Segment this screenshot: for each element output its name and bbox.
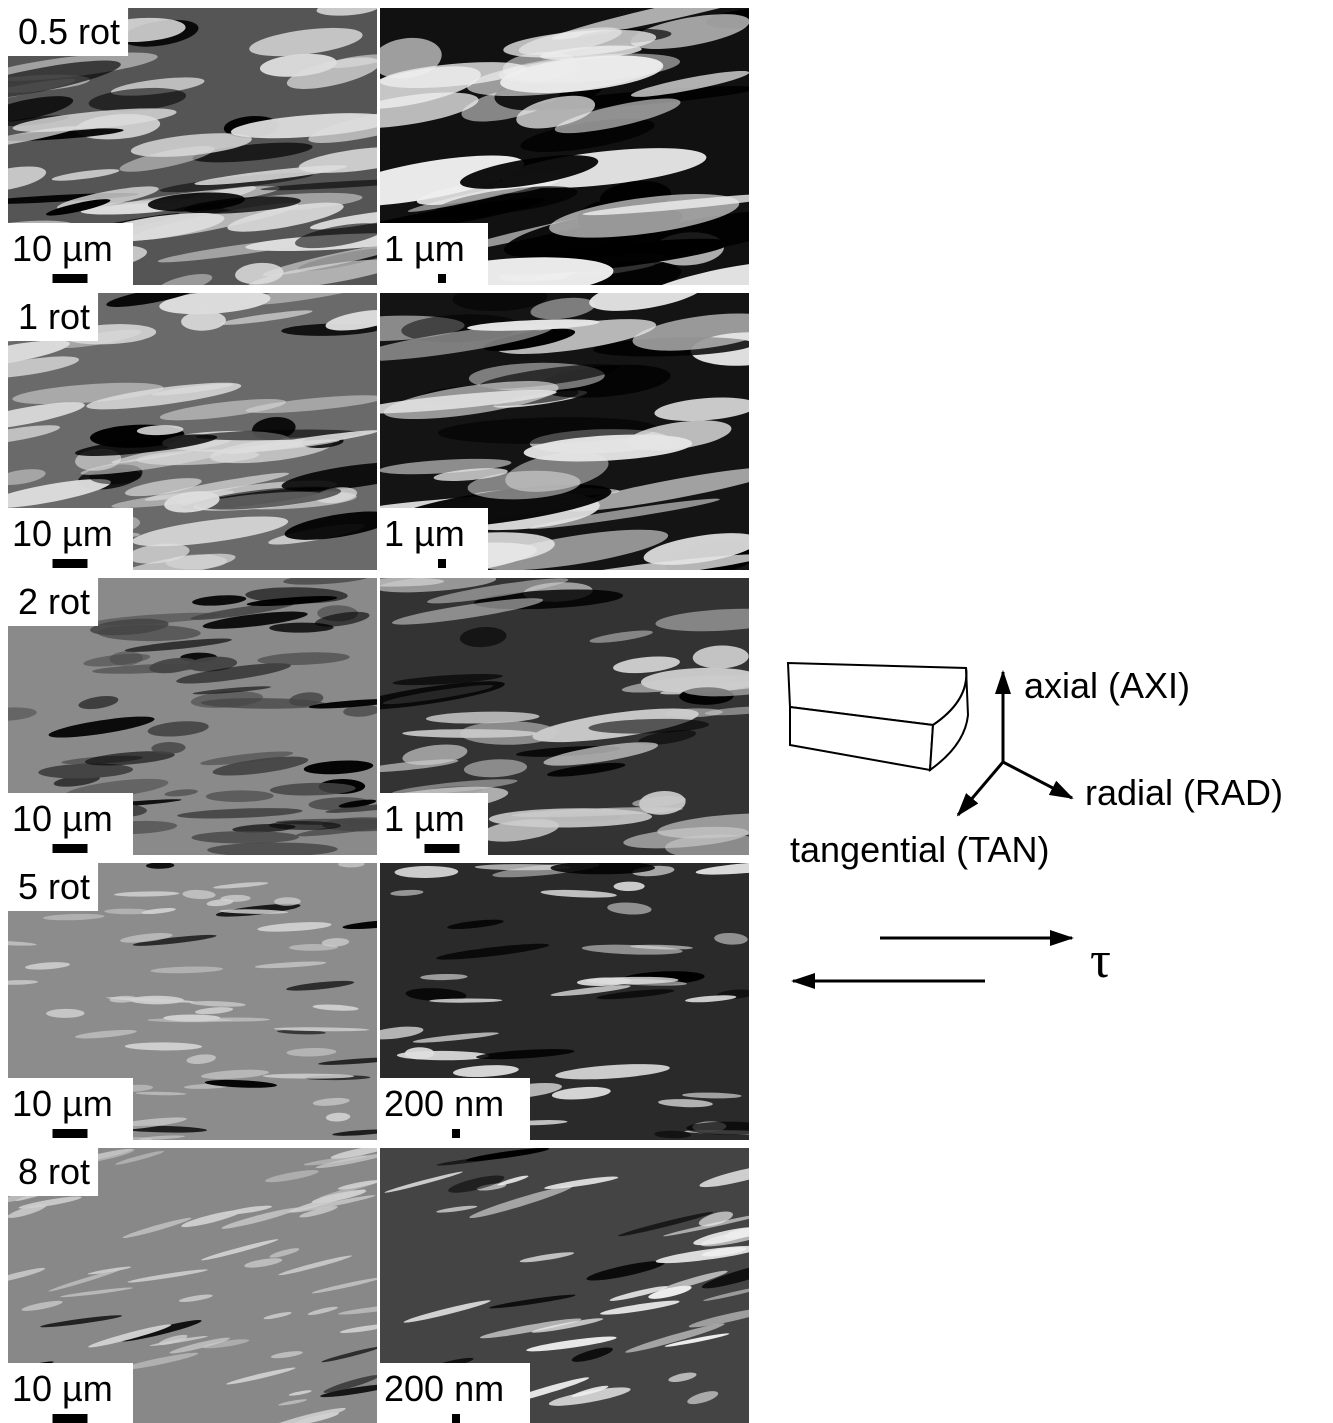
micrograph-right: 200 nm (353, 1146, 787, 1423)
axis-label: radial (RAD) (1085, 772, 1283, 813)
micrograph-right: 1 µm (307, 269, 795, 592)
scale-bar (53, 274, 88, 283)
rotation-label: 1 rot (18, 296, 90, 337)
micrograph-left: 0.5 rot 10 µm (0, 0, 443, 296)
scale-label: 10 µm (12, 1368, 113, 1409)
axis-label: tangential (TAN) (790, 829, 1049, 870)
scale-label: 10 µm (12, 228, 113, 269)
axis-arrow (958, 762, 1003, 815)
scale-bar (425, 844, 460, 853)
scale-bar (452, 1414, 460, 1423)
scale-label: 200 nm (384, 1368, 504, 1409)
scale-bar (53, 559, 88, 568)
scale-bar (53, 1129, 88, 1138)
scale-label: 1 µm (384, 798, 465, 839)
scale-bar (53, 844, 88, 853)
scale-label: 1 µm (384, 513, 465, 554)
micrograph-left: 8 rot 10 µm (0, 1142, 407, 1423)
rotation-label: 0.5 rot (18, 11, 120, 52)
figure: 0.5 rot 10 µm 1 µm 1 rot 10 µm 1 µm 2 rot 10 µm… (0, 0, 1333, 1423)
scale-bar (438, 274, 446, 283)
orientation-diagram: axial (AXI) radial (RAD) tangential (TAN… (788, 663, 1283, 989)
scale-bar (53, 1414, 88, 1423)
axis-arrow (1003, 762, 1072, 798)
scale-label: 200 nm (384, 1083, 504, 1124)
shear-symbol: τ (1090, 932, 1111, 989)
rotation-label: 2 rot (18, 581, 90, 622)
micrograph-left: 5 rot 10 µm (0, 861, 409, 1142)
rotation-label: 5 rot (18, 866, 90, 907)
micrograph-grid: 0.5 rot 10 µm 1 µm 1 rot 10 µm 1 µm 2 rot 10 µm… (0, 0, 815, 1423)
scale-label: 10 µm (12, 798, 113, 839)
micrograph-right: 200 nm (350, 859, 796, 1140)
scale-label: 10 µm (12, 1083, 113, 1124)
micrograph-left: 2 rot 10 µm (0, 571, 426, 857)
rotation-label: 8 rot (18, 1151, 90, 1192)
micrograph-right: 1 µm (346, 572, 799, 861)
scale-label: 10 µm (12, 513, 113, 554)
axis-label: axial (AXI) (1024, 665, 1190, 706)
scale-bar (438, 559, 446, 568)
micrograph-left: 1 rot 10 µm (0, 277, 427, 584)
scale-bar (452, 1129, 460, 1138)
scale-label: 1 µm (384, 228, 465, 269)
